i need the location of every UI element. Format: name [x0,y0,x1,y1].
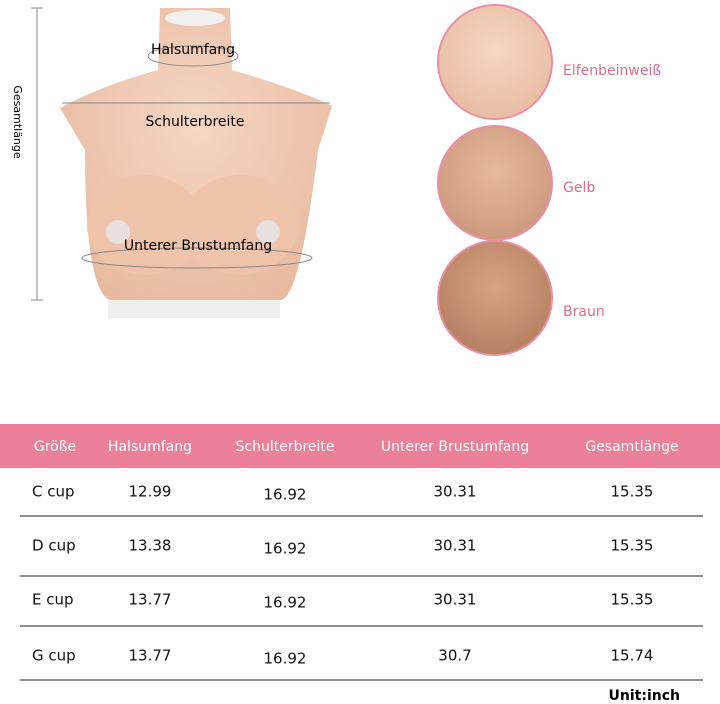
table-cell: 30.31 [434,537,477,555]
table-cell: 30.31 [434,483,477,501]
table-cell: 15.74 [611,647,654,665]
table-cell: E cup [32,591,74,609]
header-cell: Größe [34,439,76,455]
table-cell: 13.38 [129,537,172,555]
underbust-label: Unterer Brustumfang [124,238,272,254]
bust-form [60,8,332,318]
header-cell: Schulterbreite [235,439,334,455]
table-cell: 15.35 [611,591,654,609]
table-cell: 30.31 [434,591,477,609]
color-swatches [437,4,553,356]
length-label: Gesamtlänge [11,85,24,159]
shoulder-label: Schulterbreite [145,114,244,130]
table-cell: 13.77 [129,591,172,609]
neck-label: Halsumfang [151,42,235,58]
table-header-band [0,424,720,468]
header-cell: Unterer Brustumfang [381,439,529,455]
table-cell: C cup [32,483,75,501]
header-cell: Halsumfang [108,439,192,455]
table-cell: 16.92 [264,594,307,612]
table-cell: 30.7 [438,647,471,665]
table-cell: 16.92 [264,650,307,668]
header-cell: Gesamtlänge [585,439,678,455]
table-cell: G cup [32,647,76,665]
size-table: Größe Halsumfang Schulterbreite Unterer Bru… [20,439,703,681]
table-cell: 16.92 [264,540,307,558]
color-label: Braun [563,304,605,320]
table-cell: 15.35 [611,537,654,555]
table-cell: 12.99 [129,483,172,501]
table-cell: 16.92 [264,486,307,504]
table-cell: 13.77 [129,647,172,665]
unit-label: Unit:inch [609,688,680,704]
measure-guides [31,7,330,301]
table-cell: 15.35 [611,483,654,501]
color-label: Elfenbeinweiß [563,63,661,79]
color-label: Gelb [563,180,595,196]
table-cell: D cup [32,537,76,555]
